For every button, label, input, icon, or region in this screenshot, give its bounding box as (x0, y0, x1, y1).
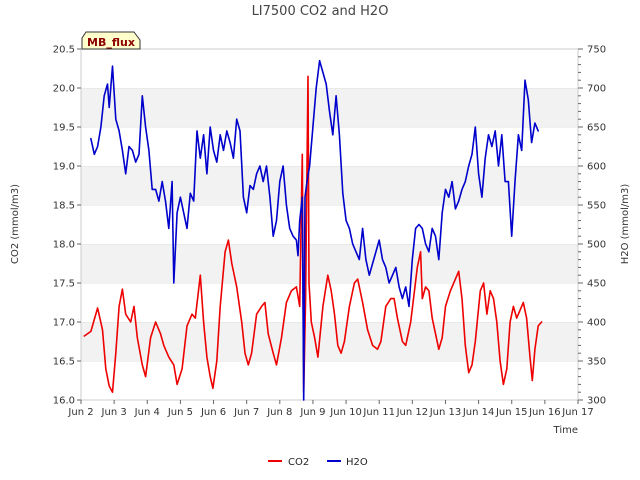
y-right-tick-label: 600 (587, 162, 606, 173)
grid-bands (81, 48, 578, 400)
y-right-tick-label: 500 (587, 240, 606, 251)
x-axis-title: Time (553, 425, 578, 436)
right-axis: 300 350 400 450 500 550 600 650 700 750 (578, 45, 606, 407)
x-tick-label: Jun 8 (266, 407, 292, 418)
x-tick-label: Jun 3 (101, 407, 127, 418)
x-tick-label: Jun 4 (134, 407, 160, 418)
y-left-tick-label: 18.0 (53, 240, 75, 251)
x-tick-label: Jun 17 (561, 407, 594, 418)
y-left-tick-label: 19.5 (53, 123, 75, 134)
y-left-tick-label: 20.0 (53, 84, 75, 95)
y-right-tick-label: 750 (587, 45, 606, 56)
grid-band (81, 361, 578, 400)
x-tick-label: Jun 11 (362, 407, 395, 418)
y-right-tick-label: 700 (587, 84, 606, 95)
x-tick-label: Jun 13 (429, 407, 462, 418)
y-left-tick-label: 19.0 (53, 162, 75, 173)
legend-label-co2: CO2 (288, 457, 309, 468)
x-tick-label: Jun 6 (200, 407, 226, 418)
grid-band (81, 283, 578, 322)
x-tick-label: Jun 15 (495, 407, 528, 418)
y-right-tick-label: 650 (587, 123, 606, 134)
grid-band (81, 244, 578, 283)
x-axis: Jun 2 Jun 3 Jun 4 Jun 5 Jun 6 Jun 7 Jun 8 Jun 9… (67, 400, 594, 418)
series-layer (83, 59, 543, 401)
y-left-tick-label: 17.0 (53, 318, 75, 329)
grid-band (81, 322, 578, 361)
series-line-h2o (90, 59, 540, 401)
legend: CO2 H2O (268, 457, 368, 468)
y-left-tick-label: 17.5 (53, 279, 75, 290)
legend-label-h2o: H2O (346, 457, 368, 468)
grid-band (81, 166, 578, 205)
badge-text: MB_flux (87, 36, 135, 49)
y-right-tick-label: 350 (587, 357, 606, 368)
x-tick-label: Jun 7 (233, 407, 259, 418)
y-left-tick-label: 16.5 (53, 357, 75, 368)
y-right-tick-label: 550 (587, 201, 606, 212)
mb-flux-badge: MB_flux (81, 31, 141, 50)
y-right-tick-label: 400 (587, 318, 606, 329)
x-tick-label: Jun 10 (329, 407, 362, 418)
y-right-tick-label: 450 (587, 279, 606, 290)
left-axis: 16.0 16.5 17.0 17.5 18.0 18.5 19.0 19.5 20.0 20.5 (53, 45, 81, 407)
x-tick-label: Jun 12 (396, 407, 429, 418)
grid-band (81, 49, 578, 88)
x-tick-label: Jun 9 (299, 407, 325, 418)
chart-title: LI7500 CO2 and H2O (252, 4, 389, 19)
y-axis-left-title: CO2 (mmol/m3) (10, 184, 21, 264)
y-axis-right-title: H2O (mmol/m3) (620, 184, 631, 265)
plot-frame (80, 48, 579, 401)
series-line-co2 (83, 75, 543, 394)
y-left-tick-label: 16.0 (53, 396, 75, 407)
y-left-tick-label: 18.5 (53, 201, 75, 212)
x-tick-label: Jun 16 (528, 407, 561, 418)
y-right-tick-label: 300 (587, 396, 606, 407)
grid-band (81, 205, 578, 244)
x-tick-label: Jun 2 (67, 407, 93, 418)
y-left-tick-label: 20.5 (53, 45, 75, 56)
x-tick-label: Jun 5 (167, 407, 193, 418)
x-tick-label: Jun 14 (462, 407, 495, 418)
